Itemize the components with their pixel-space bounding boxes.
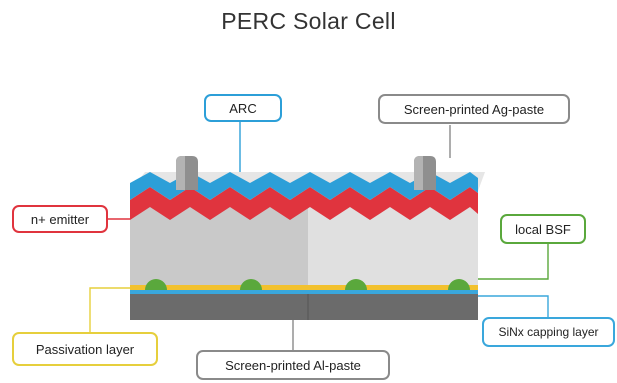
al-paste-layer <box>130 294 478 320</box>
bsf-leader <box>462 244 549 280</box>
emitter-callout: n+ emitter <box>12 205 108 233</box>
arc-callout: ARC <box>204 94 282 122</box>
emitter-label: n+ emitter <box>30 211 90 227</box>
leader-lines <box>89 122 549 350</box>
local-bsf-contact <box>145 279 167 290</box>
sinx-leader <box>478 295 549 317</box>
passivation-layer-strip <box>130 285 478 290</box>
n-emitter-band <box>130 187 478 220</box>
passivation-label: Passivation layer <box>35 341 135 357</box>
local-bsf-label: local BSF <box>515 221 571 237</box>
passivation-callout: Passivation layer <box>12 332 158 366</box>
ag-paste-label: Screen-printed Ag-paste <box>403 101 545 117</box>
ag-paste-finger-left <box>176 156 198 190</box>
al-paste-label: Screen-printed Al-paste <box>225 357 361 373</box>
arc-layer-band <box>130 172 478 200</box>
diagram-title: PERC Solar Cell <box>221 8 396 34</box>
silicon-body-left <box>130 200 308 290</box>
sinx-label: SiNx capping layer <box>498 325 599 339</box>
local-bsf-contact <box>345 279 367 290</box>
ag-paste-callout: Screen-printed Ag-paste <box>378 94 570 124</box>
local-bsf-callout: local BSF <box>500 214 586 244</box>
local-bsf-contact <box>448 279 470 290</box>
ag-paste-finger-right <box>414 156 436 190</box>
local-bsf-contact <box>240 279 262 290</box>
sinx-callout: SiNx capping layer <box>482 317 615 347</box>
sinx-capping-strip <box>130 290 478 294</box>
al-paste-callout: Screen-printed Al-paste <box>196 350 390 380</box>
arc-label: ARC <box>229 100 257 116</box>
